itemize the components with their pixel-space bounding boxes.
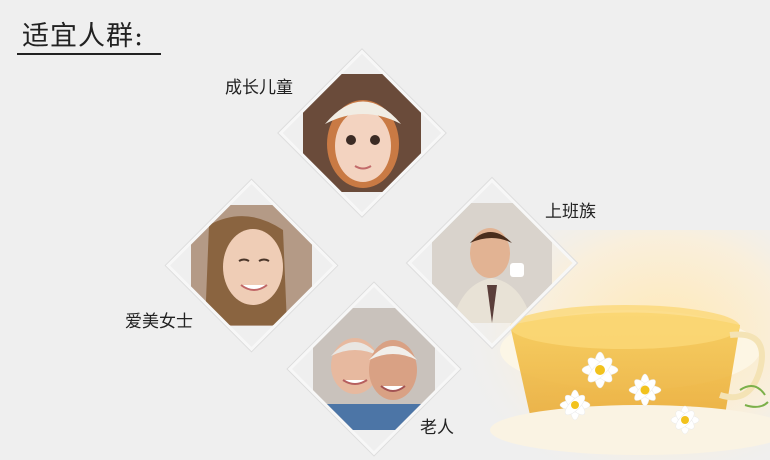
label-woman: 爱美女士 bbox=[125, 312, 193, 332]
label-child: 成长儿童 bbox=[225, 78, 293, 98]
child-photo bbox=[303, 74, 421, 192]
label-office-worker: 上班族 bbox=[545, 202, 596, 222]
chamomile-tea-image bbox=[470, 230, 770, 460]
elderly-couple-photo bbox=[313, 308, 435, 430]
label-elderly: 老人 bbox=[420, 418, 454, 438]
woman-photo bbox=[191, 205, 312, 326]
section-title: 适宜人群: bbox=[22, 21, 145, 52]
child-diamond bbox=[278, 49, 446, 217]
office-worker-diamond bbox=[407, 178, 577, 348]
title-underline bbox=[17, 53, 161, 55]
woman-diamond bbox=[165, 179, 338, 352]
office-worker-photo bbox=[432, 203, 552, 323]
